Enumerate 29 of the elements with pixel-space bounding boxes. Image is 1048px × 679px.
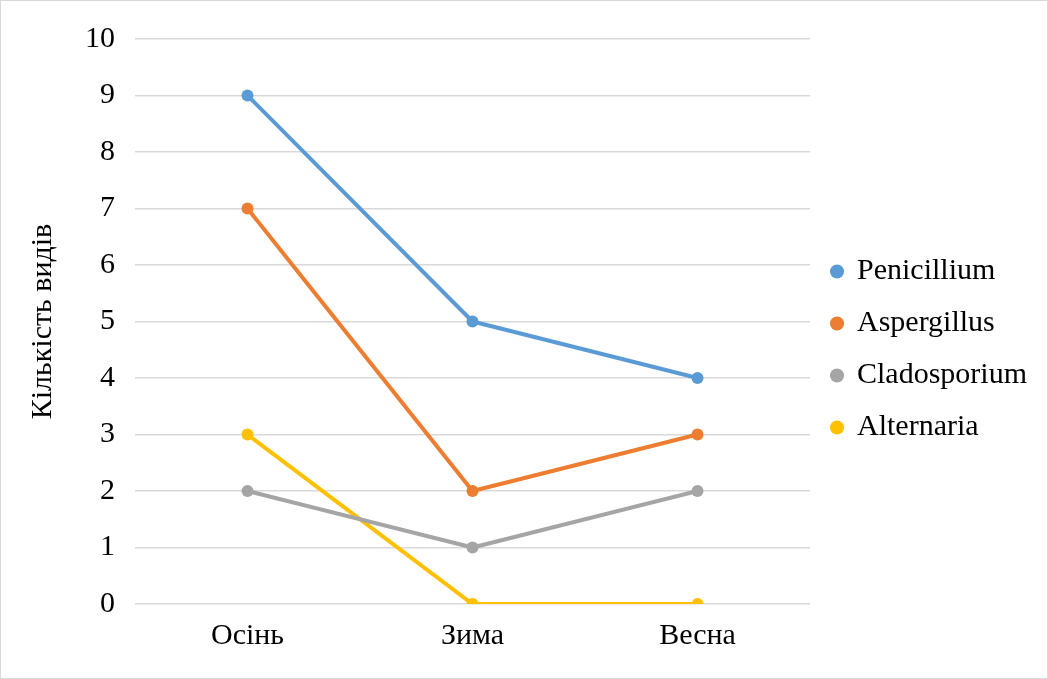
point xyxy=(241,428,254,441)
y-tick-label: 7 xyxy=(100,189,115,223)
point xyxy=(241,485,254,497)
legend-label: Aspergillus xyxy=(857,304,995,338)
y-axis-title: Кількість видів xyxy=(23,223,57,420)
point xyxy=(241,202,254,215)
y-tick-label: 10 xyxy=(85,19,115,53)
x-tick-label: Зима xyxy=(440,616,505,650)
y-tick-label: 2 xyxy=(100,471,115,505)
point xyxy=(691,485,704,497)
x-tick-label: Весна xyxy=(659,616,736,650)
legend-label: Cladosporium xyxy=(857,356,1027,390)
legend-label: Alternaria xyxy=(857,408,979,442)
legend-label: Penicillium xyxy=(857,252,996,286)
y-tick-label: 6 xyxy=(100,245,115,279)
point xyxy=(691,372,704,384)
point xyxy=(241,89,254,102)
y-tick-label: 5 xyxy=(100,302,115,336)
point xyxy=(691,428,704,441)
y-tick-label: 1 xyxy=(100,528,115,562)
y-tick-label: 8 xyxy=(100,132,115,166)
y-tick-label: 3 xyxy=(100,415,115,449)
y-tick-label: 9 xyxy=(100,76,115,110)
point xyxy=(466,485,479,497)
point xyxy=(466,315,479,328)
y-tick-label: 0 xyxy=(100,584,115,618)
y-tick-label: 4 xyxy=(100,358,115,392)
x-tick-label: Осінь xyxy=(210,616,285,650)
point xyxy=(466,541,479,554)
